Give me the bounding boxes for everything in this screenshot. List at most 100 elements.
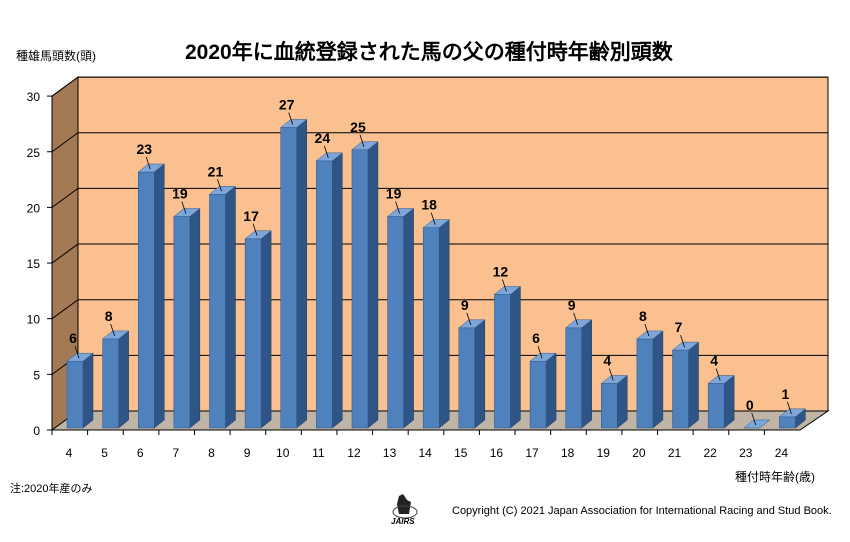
bar-top xyxy=(422,219,450,228)
bar-side xyxy=(332,152,343,429)
bar-top xyxy=(351,141,379,150)
bar-top xyxy=(315,152,344,162)
bar-side xyxy=(581,319,592,429)
x-tick-label: 13 xyxy=(383,446,397,460)
bar xyxy=(66,360,84,429)
data-label-leader xyxy=(110,323,115,337)
bar-top xyxy=(600,375,628,384)
data-label: 1 xyxy=(781,386,789,402)
bar-top xyxy=(173,208,201,217)
bar-top xyxy=(280,119,308,128)
bar xyxy=(636,338,654,429)
bar-side xyxy=(545,352,557,429)
x-tick-label: 12 xyxy=(347,446,361,460)
data-label-leader xyxy=(537,346,543,359)
data-label: 9 xyxy=(568,297,576,313)
y-tick-label: 5 xyxy=(33,368,40,382)
data-label: 4 xyxy=(710,352,718,368)
bar xyxy=(529,360,547,429)
y-tick-label: 20 xyxy=(27,201,41,215)
data-label: 21 xyxy=(208,163,224,179)
bar xyxy=(173,216,191,429)
bar-side xyxy=(82,352,94,429)
gridline xyxy=(51,187,828,208)
bar xyxy=(494,294,511,429)
x-tick-label: 23 xyxy=(739,446,753,460)
bar-top xyxy=(386,208,415,217)
bar-side xyxy=(225,185,236,429)
gridline xyxy=(51,132,828,153)
data-label: 25 xyxy=(350,119,366,135)
svg-text:JAIRS: JAIRS xyxy=(391,517,415,526)
x-axis-label: 種付時年齢(歳) xyxy=(735,470,815,484)
data-label-leader xyxy=(751,412,757,426)
bar-side xyxy=(617,374,628,429)
bar-top xyxy=(707,375,735,384)
bar-top xyxy=(564,319,593,329)
bar-top xyxy=(671,341,700,351)
bar-top xyxy=(137,163,165,173)
data-label: 8 xyxy=(639,308,647,324)
bar xyxy=(280,127,297,429)
bar-side xyxy=(403,208,414,429)
data-label: 4 xyxy=(603,352,611,368)
gridline xyxy=(51,243,828,264)
data-label-leader xyxy=(608,368,614,381)
data-label-leader xyxy=(288,112,294,125)
data-label-leader xyxy=(502,279,507,292)
bar-side xyxy=(652,330,664,429)
x-tick-label: 6 xyxy=(137,446,144,460)
bar-side xyxy=(474,319,486,429)
data-label-leader xyxy=(359,134,365,147)
x-tick-label: 16 xyxy=(490,446,504,460)
bar xyxy=(209,194,226,429)
data-label: 7 xyxy=(675,319,683,335)
data-label-leader xyxy=(644,323,650,337)
x-tick-label: 11 xyxy=(312,446,325,460)
bar-side xyxy=(260,230,272,429)
data-label: 12 xyxy=(493,263,509,279)
data-label: 0 xyxy=(746,397,754,413)
bar-side xyxy=(723,374,735,429)
x-tick-label: 24 xyxy=(775,446,789,460)
x-tick-label: 15 xyxy=(454,446,468,460)
bar-top xyxy=(529,352,557,362)
bar-side xyxy=(438,219,450,429)
data-label-leader xyxy=(252,223,258,236)
bar-side xyxy=(296,118,307,429)
data-label-leader xyxy=(430,212,436,225)
x-tick-label: 22 xyxy=(703,446,717,460)
bar xyxy=(601,383,618,429)
x-tick-label: 18 xyxy=(561,446,575,460)
x-tick-label: 4 xyxy=(66,446,73,460)
bar-side xyxy=(153,163,165,429)
bar xyxy=(672,349,689,429)
bar xyxy=(707,383,725,429)
bar xyxy=(137,171,155,429)
data-label-leader xyxy=(74,346,80,359)
bar-side xyxy=(367,141,379,429)
x-tick-label: 10 xyxy=(276,446,290,460)
gridline xyxy=(51,76,828,97)
data-label: 27 xyxy=(279,96,295,112)
data-label: 8 xyxy=(105,308,113,324)
bar-top xyxy=(636,330,664,340)
data-label-leader xyxy=(715,368,721,381)
bar-top xyxy=(493,286,522,295)
bar-top xyxy=(778,408,807,418)
data-label: 6 xyxy=(69,330,77,346)
data-label-leader xyxy=(181,201,187,214)
x-tick-label: 9 xyxy=(244,446,251,460)
x-tick-label: 5 xyxy=(101,446,108,460)
data-label: 19 xyxy=(386,186,402,202)
chart-title: 2020年に血統登録された馬の父の種付時年齢別頭数 xyxy=(185,41,673,64)
y-tick-label: 10 xyxy=(27,313,41,327)
footnote: 注:2020年産のみ xyxy=(10,483,93,495)
bar xyxy=(351,149,369,429)
data-label-leader xyxy=(787,401,792,414)
data-label: 6 xyxy=(532,330,540,346)
data-label-leader xyxy=(323,145,329,159)
x-tick-label: 19 xyxy=(597,446,611,460)
